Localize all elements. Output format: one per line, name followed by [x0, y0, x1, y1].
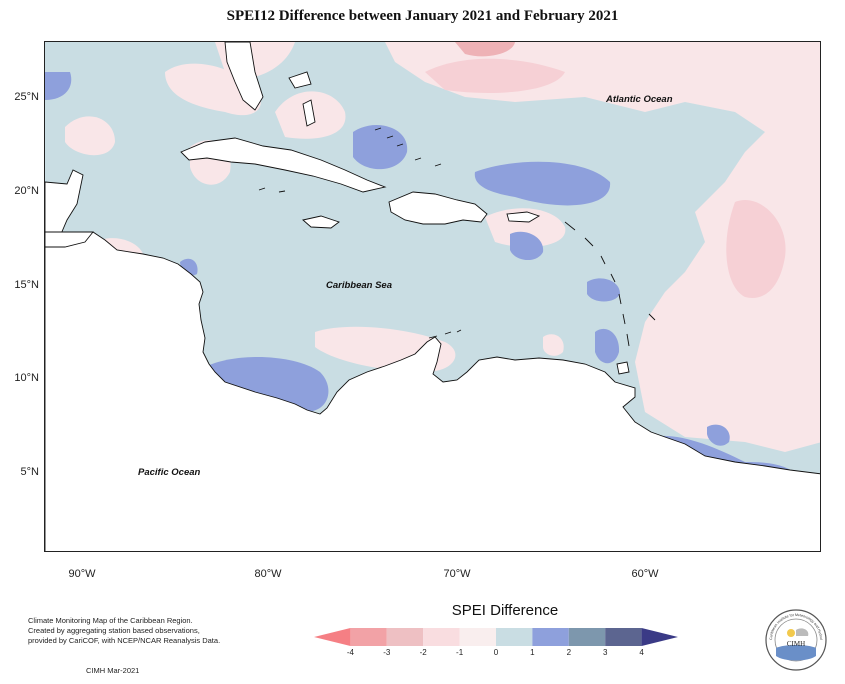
legend-swatch — [423, 628, 460, 646]
ocean-label-caribbean: Caribbean Sea — [326, 280, 392, 291]
land-hispaniola — [388, 191, 488, 225]
blue-region-colombia-coast — [205, 356, 329, 412]
pink-mid-north — [425, 58, 565, 93]
legend-tick-label: -1 — [456, 648, 464, 657]
blue-region-bahamas — [353, 124, 408, 170]
pink-region-atlantic — [385, 42, 820, 452]
legend-swatch — [496, 628, 533, 646]
legend-swatch — [532, 628, 569, 646]
rose-top — [455, 42, 515, 57]
logo-label: CIMH — [787, 640, 805, 648]
land-cuba — [180, 137, 387, 193]
land-masses — [45, 42, 820, 551]
blue-region-mona — [510, 231, 544, 261]
legend-tick-label: -4 — [346, 648, 354, 657]
land-florida — [224, 42, 264, 111]
swan-cayman — [258, 187, 286, 193]
ocean-label-pacific: Pacific Ocean — [138, 467, 201, 478]
notes-date: CIMH Mar-2021 — [86, 666, 140, 675]
legend-tick-label: 3 — [602, 648, 608, 657]
legend-swatch — [641, 628, 678, 646]
legend-swatch — [459, 628, 496, 646]
blue-region-hispaniola-north — [474, 161, 611, 206]
lat-label-20: 20°N — [14, 185, 39, 197]
legend-title: SPEI Difference — [451, 602, 559, 619]
land-central-south-america — [45, 169, 820, 551]
legend-swatch — [314, 628, 351, 646]
lat-label-5: 5°N — [20, 466, 39, 478]
legend-tick-label: 4 — [639, 648, 644, 657]
lon-label-60: 60°W — [631, 568, 659, 580]
pink-mid-right-1 — [726, 200, 786, 298]
map-panel[interactable] — [44, 41, 821, 552]
pink-region-small — [543, 334, 564, 356]
notes-line-2: Created by aggregating station based obs… — [28, 626, 200, 635]
legend-swatch — [386, 628, 424, 646]
legend-tick-label: 2 — [566, 648, 572, 657]
ocean-label-atlantic: Atlantic Ocean — [606, 94, 673, 105]
land-puerto-rico — [506, 211, 541, 223]
pink-region-florida — [65, 116, 115, 156]
turks-caicos — [374, 127, 442, 167]
lat-label-10: 10°N — [14, 372, 39, 384]
legend-swatches — [314, 628, 678, 646]
blue-region-leeward — [587, 278, 620, 302]
legend-tick-label: -2 — [419, 648, 427, 657]
legend-swatch — [568, 628, 606, 646]
pink-region-puerto-rico — [485, 208, 566, 247]
legend-colorbar — [314, 628, 678, 646]
lon-label-90: 90°W — [68, 568, 96, 580]
legend-tick-label: -3 — [383, 648, 391, 657]
land-yucatan — [45, 231, 94, 248]
land-bahamas-2 — [288, 71, 312, 89]
lon-label-70: 70°W — [443, 568, 471, 580]
legend-tick-label: 1 — [530, 648, 535, 657]
legend-swatch — [605, 628, 642, 646]
land-trinidad — [616, 361, 630, 375]
blue-region-windward — [595, 328, 620, 364]
legend-swatch — [350, 628, 387, 646]
lesser-antilles — [564, 221, 656, 347]
blue-region-florida-west — [45, 72, 72, 100]
abc-islands — [428, 329, 462, 339]
notes-line-3: provided by CariCOF, with NCEP/NCAR Rean… — [28, 636, 221, 645]
map-title: SPEI12 Difference between January 2021 a… — [226, 8, 619, 24]
map-canvas — [45, 42, 820, 551]
lat-label-15: 15°N — [14, 279, 39, 291]
map-notes: Climate Monitoring Map of the Caribbean … — [28, 616, 238, 646]
notes-line-1: Climate Monitoring Map of the Caribbean … — [28, 616, 193, 625]
land-jamaica — [302, 215, 340, 229]
lon-label-80: 80°W — [254, 568, 282, 580]
land-bahamas-1 — [302, 99, 316, 127]
blue-region-trinidad — [707, 424, 730, 446]
legend-tick-label: 0 — [493, 648, 499, 657]
cimh-logo: CIMH Caribbean Institute for Meteorology… — [764, 608, 827, 671]
lat-label-25: 25°N — [14, 91, 39, 103]
islands — [258, 127, 656, 347]
